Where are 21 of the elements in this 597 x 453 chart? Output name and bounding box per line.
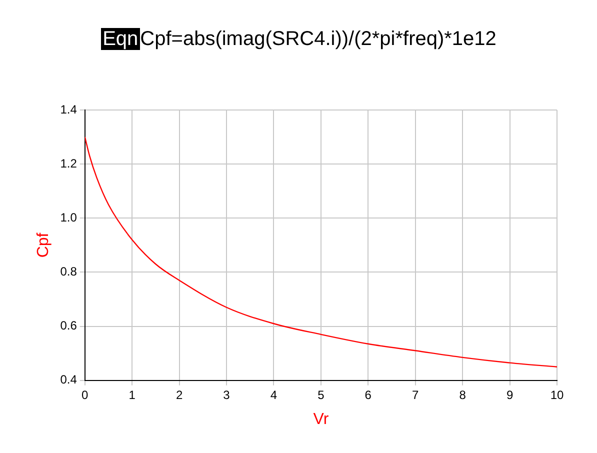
- y-tick-label: 1.2: [60, 156, 78, 170]
- y-tick-label: 1.4: [60, 102, 78, 116]
- chart-title: Cpf=abs(imag(SRC4.i))/(2*pi*freq)*1e12: [140, 28, 496, 50]
- x-tick-label: 6: [364, 388, 372, 402]
- x-tick-label: 10: [550, 388, 564, 402]
- x-tick-label: 7: [412, 388, 420, 402]
- x-tick-label: 0: [82, 388, 89, 402]
- x-tick-label: 1: [128, 388, 136, 402]
- y-tick-label: 0.8: [60, 264, 78, 279]
- y-tick-label: 0.6: [60, 318, 78, 333]
- y-axis-title: Cpf: [35, 232, 52, 258]
- y-tick-label: 1.0: [60, 210, 78, 224]
- x-tick-label: 8: [459, 388, 466, 402]
- y-tick-label: 0.4: [60, 372, 78, 387]
- x-tick-label: 9: [506, 388, 514, 402]
- x-tick-label: 4: [270, 388, 278, 402]
- x-tick-label: 5: [318, 388, 325, 402]
- x-axis-title: Vr: [313, 410, 330, 428]
- text: Eqn: [100, 28, 140, 50]
- x-tick-label: 2: [176, 388, 183, 402]
- x-tick-label: 3: [223, 388, 230, 402]
